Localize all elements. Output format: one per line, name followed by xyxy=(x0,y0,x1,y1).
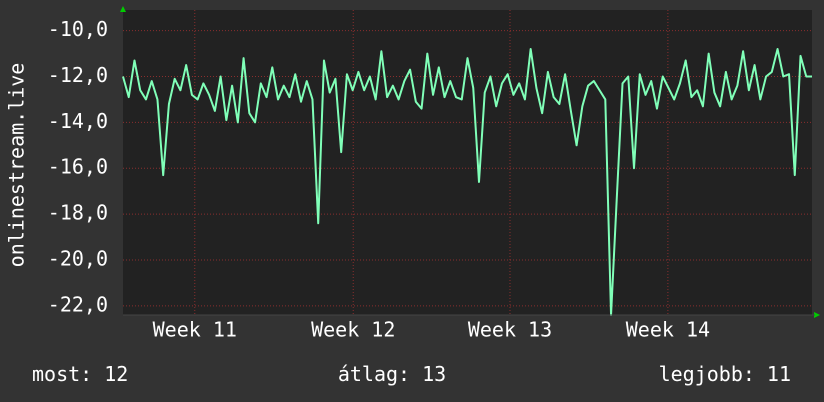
legend-label: most: xyxy=(32,362,92,386)
y-tick-label: -10,0 xyxy=(48,17,108,41)
legend-label: átlag: xyxy=(338,362,410,386)
x-tick-label: Week 14 xyxy=(626,318,710,342)
y-tick-label: -22,0 xyxy=(48,292,108,316)
x-tick-label: Week 11 xyxy=(153,318,237,342)
y-axis-label: onlinestream.live xyxy=(5,63,29,268)
legend-entry: átlag: 13 xyxy=(338,362,446,386)
y-tick-label: -16,0 xyxy=(48,155,108,179)
y-tick-label: -18,0 xyxy=(48,201,108,225)
y-tick-label: -20,0 xyxy=(48,246,108,270)
y-tick-label: -14,0 xyxy=(48,109,108,133)
x-axis-arrow xyxy=(814,312,820,318)
legend-label: legjobb: xyxy=(659,362,755,386)
legend-value: 11 xyxy=(767,362,791,386)
legend-entry: most: 12 xyxy=(32,362,128,386)
data-line xyxy=(122,47,812,316)
legend-entry: legjobb: 11 xyxy=(659,362,791,386)
x-tick-label: Week 13 xyxy=(468,318,552,342)
legend-value: 13 xyxy=(422,362,446,386)
y-tick-label: -12,0 xyxy=(48,63,108,87)
x-tick-label: Week 12 xyxy=(311,318,395,342)
y-axis-arrow xyxy=(120,6,126,12)
legend-value: 12 xyxy=(104,362,128,386)
